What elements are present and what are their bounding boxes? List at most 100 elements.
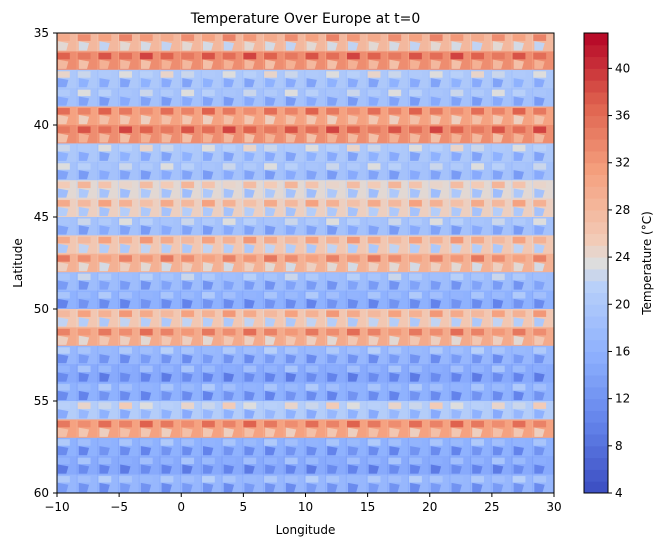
heatmap-cell	[264, 456, 286, 475]
colorbar-swatch	[584, 268, 608, 282]
heatmap-cell	[201, 51, 224, 71]
heatmap-cell	[305, 51, 327, 71]
heatmap-cell	[388, 419, 410, 439]
heatmap-cell	[222, 88, 244, 107]
heatmap-cell	[264, 290, 286, 310]
heatmap-cell	[139, 364, 161, 383]
heatmap-cell	[77, 345, 99, 365]
heatmap-cell	[450, 382, 472, 402]
heatmap-cell	[429, 272, 451, 291]
heatmap-cell	[429, 327, 451, 347]
heatmap-cell	[243, 125, 265, 144]
heatmap-cell	[533, 143, 554, 163]
heatmap-cell	[222, 437, 244, 457]
colorbar-tick-label: 12	[615, 392, 630, 406]
heatmap-cell	[243, 419, 265, 439]
heatmap-cell	[346, 401, 369, 420]
colorbar-swatch	[584, 398, 608, 411]
heatmap-cell	[305, 272, 327, 291]
heatmap-cell	[346, 217, 369, 236]
x-tick-label: 5	[240, 500, 248, 514]
heatmap-cell	[512, 180, 534, 199]
heatmap-cell	[119, 161, 141, 181]
heatmap-cell	[388, 69, 410, 89]
heatmap-cell	[243, 33, 265, 52]
heatmap-cell	[222, 456, 244, 475]
heatmap-cell	[160, 180, 182, 199]
heatmap-cell	[471, 309, 493, 328]
heatmap-cell	[264, 327, 286, 347]
heatmap-cell	[98, 198, 120, 218]
heatmap-cell	[450, 456, 472, 475]
heatmap-cell	[367, 474, 389, 493]
heatmap-cell	[305, 364, 327, 383]
x-tick-label: 30	[546, 500, 561, 514]
heatmap-cell	[388, 272, 410, 291]
heatmap-cell	[491, 419, 513, 439]
heatmap-cell	[326, 345, 348, 365]
heatmap-cell	[450, 106, 472, 126]
heatmap-cell	[367, 253, 389, 273]
x-tick-label: −10	[44, 500, 69, 514]
heatmap-cell	[450, 180, 472, 199]
colorbar-swatch	[584, 221, 608, 235]
heatmap-cell	[491, 364, 513, 383]
heatmap-cell	[243, 272, 265, 291]
heatmap-cell	[222, 327, 244, 347]
heatmap-cell	[77, 419, 99, 439]
heatmap-cell	[326, 125, 348, 144]
heatmap-cell	[326, 382, 348, 402]
colorbar-swatch	[584, 339, 608, 352]
heatmap-cell	[119, 51, 141, 71]
heatmap-cell	[471, 235, 493, 255]
heatmap-cell	[160, 401, 182, 420]
heatmap-cell	[388, 253, 410, 273]
heatmap-cell	[119, 437, 141, 457]
heatmap-cell	[57, 51, 79, 71]
heatmap-cell	[429, 217, 451, 236]
heatmap-cell	[305, 198, 327, 218]
heatmap-cell	[139, 401, 161, 420]
colorbar-swatch	[584, 457, 608, 470]
colorbar-swatch	[584, 469, 608, 482]
heatmap-cell	[409, 33, 431, 52]
heatmap-cell	[450, 143, 472, 163]
heatmap-cell	[264, 382, 286, 402]
heatmap-cell	[201, 143, 224, 163]
heatmap-cell	[160, 253, 182, 273]
heatmap-cell	[264, 272, 286, 291]
heatmap-cell	[243, 327, 265, 347]
heatmap-cell	[533, 180, 554, 199]
heatmap-cell	[98, 106, 120, 126]
heatmap-cell	[243, 364, 265, 383]
heatmap-cell	[284, 272, 306, 291]
heatmap-cell	[160, 69, 182, 89]
heatmap-cell	[326, 272, 348, 291]
heatmap-cell	[139, 217, 161, 236]
heatmap-cell	[491, 88, 513, 107]
heatmap-cell	[346, 125, 369, 144]
colorbar-swatch	[584, 162, 608, 176]
heatmap-cell	[98, 69, 120, 89]
heatmap-cell	[346, 88, 369, 107]
heatmap-cell	[243, 235, 265, 255]
heatmap-cell	[367, 88, 389, 107]
heatmap-cell	[284, 456, 306, 475]
heatmap-cell	[119, 382, 141, 402]
heatmap-cell	[305, 235, 327, 255]
heatmap-cell	[491, 33, 513, 52]
heatmap-cell	[533, 382, 554, 402]
heatmap-cell	[533, 364, 554, 383]
heatmap-cell	[181, 309, 203, 328]
heatmap-cell	[326, 401, 348, 420]
heatmap-cell	[491, 217, 513, 236]
colorbar-swatch	[584, 375, 608, 388]
heatmap-cell	[57, 69, 79, 89]
heatmap-cell	[326, 33, 348, 52]
heatmap-cell	[284, 198, 306, 218]
heatmap-cell	[471, 290, 493, 310]
heatmap-cell	[367, 345, 389, 365]
heatmap-cell	[264, 419, 286, 439]
heatmap-cell	[367, 198, 389, 218]
heatmap-cell	[429, 180, 451, 199]
